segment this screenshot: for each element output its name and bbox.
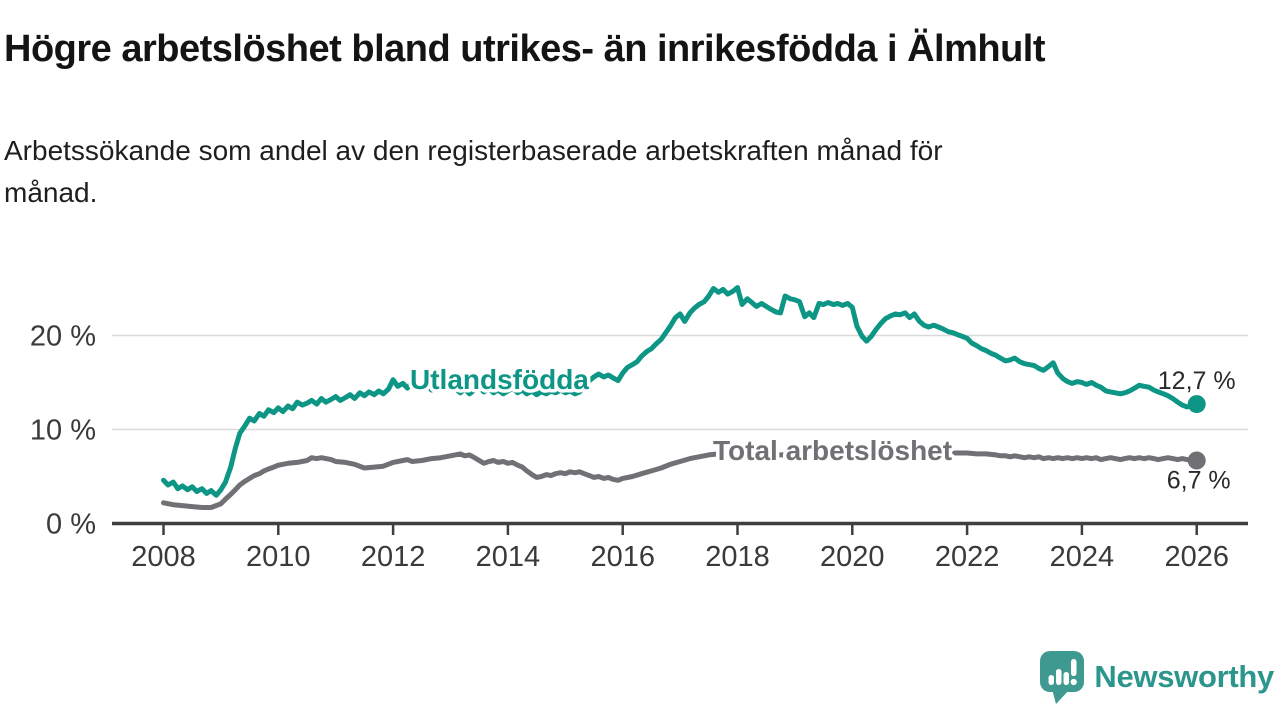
- x-tick-label: 2026: [1164, 541, 1229, 573]
- newsworthy-logo-text: Newsworthy: [1094, 659, 1274, 694]
- bar-chart-glyph: [1048, 659, 1078, 686]
- x-tick-label: 2024: [1050, 541, 1115, 573]
- chart-subtitle: Arbetssökande som andel av den registerb…: [4, 130, 943, 214]
- series-line-utlandsfodda: [161, 285, 1200, 498]
- series-end-dot-utlandsfodda: [1187, 395, 1206, 414]
- x-tick-label: 2012: [361, 541, 426, 573]
- y-tick-label: 0 %: [46, 509, 96, 541]
- newsworthy-branding: Newsworthy: [1039, 650, 1274, 704]
- series-label-utlandsfodda: Utlandsfödda: [410, 364, 589, 395]
- newsworthy-logo-icon: [1040, 651, 1085, 704]
- y-tick-label: 20 %: [30, 321, 96, 353]
- end-value-label-total-arbetsloshet: 6,7 %: [1167, 467, 1231, 495]
- series-label-total-arbetsloshet: Total arbetslöshet: [713, 435, 952, 466]
- subtitle-line-2: månad.: [4, 177, 98, 208]
- x-tick-label: 2020: [820, 541, 885, 573]
- page-title: Högre arbetslöshet bland utrikes- än inr…: [4, 28, 1046, 70]
- x-tick-label: 2016: [590, 541, 655, 573]
- series-end-dot-total-arbetsloshet: [1187, 451, 1206, 470]
- x-tick-label: 2008: [131, 541, 196, 573]
- x-tick-label: 2022: [935, 541, 1000, 573]
- y-tick-label: 10 %: [30, 415, 96, 447]
- x-tick-label: 2018: [705, 541, 770, 573]
- end-value-label-utlandsfodda: 12,7 %: [1158, 367, 1236, 395]
- speech-bubble-tail: [1052, 689, 1071, 704]
- subtitle-line-1: Arbetssökande som andel av den registerb…: [4, 135, 943, 166]
- x-tick-label: 2014: [476, 541, 541, 573]
- series-line-total-arbetsloshet: [161, 444, 1200, 510]
- x-tick-label: 2010: [246, 541, 311, 573]
